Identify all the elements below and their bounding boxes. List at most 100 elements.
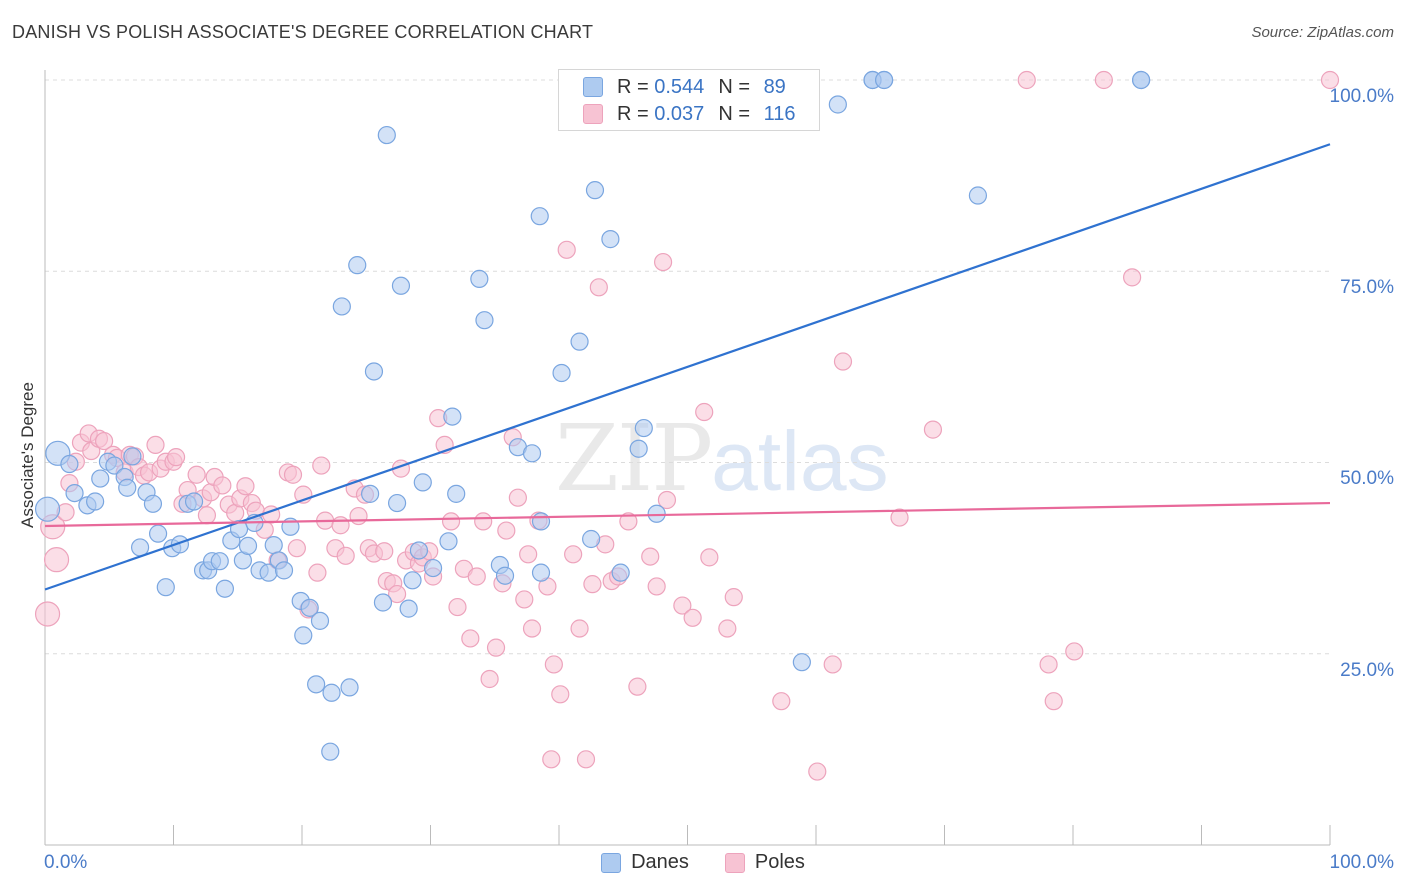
- poles-point-112: [808, 762, 827, 781]
- legend-item-danes[interactable]: Danes: [601, 851, 689, 874]
- danes-point-67: [530, 207, 549, 226]
- poles-point-81: [508, 488, 527, 507]
- danes-n-value: 89: [763, 75, 786, 98]
- danes-point-58: [439, 532, 458, 551]
- poles-point-111: [772, 692, 791, 711]
- danes-point-66: [522, 444, 542, 463]
- danes-point-43: [322, 683, 341, 702]
- poles-point-71: [448, 597, 467, 617]
- danes-point-35: [274, 561, 294, 580]
- poles-point-82: [515, 590, 534, 609]
- poles-point-107: [695, 402, 714, 422]
- watermark-zip: ZIP: [555, 405, 713, 512]
- poles-point-106: [683, 608, 702, 627]
- poles-point-26: [187, 465, 206, 484]
- danes-point-48: [364, 362, 384, 381]
- poles-point-123: [1320, 70, 1340, 90]
- danes-point-16: [156, 578, 175, 597]
- poles-legend-swatch: [724, 852, 745, 873]
- y-axis-label: Associate's Degree: [18, 382, 37, 528]
- poles-point-104: [657, 490, 677, 510]
- poles-point-102: [647, 577, 666, 596]
- watermark-atlas: atlas: [711, 414, 889, 508]
- danes-point-41: [310, 611, 330, 630]
- danes-point-44: [332, 297, 351, 316]
- poles-n-value: 116: [763, 102, 796, 125]
- watermark: ZIPatlas: [555, 405, 889, 512]
- poles-point-28: [197, 506, 217, 525]
- danes-point-59: [443, 407, 462, 426]
- danes-n-label: N =: [718, 75, 750, 98]
- poles-point-47: [312, 456, 331, 475]
- poles-point-19: [146, 435, 165, 455]
- danes-point-53: [399, 599, 418, 618]
- danes-points: [34, 70, 1151, 761]
- poles-point-23: [166, 448, 186, 467]
- poles-points: [34, 70, 1340, 781]
- danes-point-70: [552, 363, 571, 383]
- danes-point-68: [531, 512, 551, 531]
- poles-point-74: [467, 567, 486, 586]
- poles-point-31: [213, 476, 232, 495]
- danes-point-10: [118, 478, 137, 497]
- poles-point-101: [641, 547, 660, 566]
- danes-point-38: [294, 626, 313, 645]
- danes-point-2: [60, 454, 79, 474]
- danes-point-33: [264, 536, 283, 555]
- danes-point-69: [531, 563, 551, 582]
- danes-swatch: [583, 77, 603, 97]
- poles-point-53: [349, 506, 368, 526]
- x-tick-0: 0.0%: [44, 852, 88, 873]
- danes-point-55: [409, 541, 429, 560]
- danes-point-52: [391, 276, 411, 295]
- poles-r-value: 0.037: [654, 102, 705, 125]
- danes-point-6: [91, 469, 110, 488]
- danes-point-54: [403, 571, 422, 590]
- poles-n-label: N =: [718, 102, 750, 125]
- danes-point-40: [307, 675, 326, 694]
- danes-r-label: R =: [617, 75, 649, 98]
- poles-point-83: [519, 545, 538, 564]
- danes-r-value: 0.544: [654, 75, 705, 98]
- poles-point-50: [331, 516, 350, 535]
- y-tick-25: 25.0%: [1340, 660, 1394, 681]
- danes-point-45: [340, 678, 359, 697]
- poles-point-89: [542, 750, 561, 769]
- axes: [44, 70, 1331, 846]
- danes-point-5: [86, 492, 105, 511]
- poles-point-120: [1017, 70, 1036, 90]
- poles-point-57: [375, 542, 394, 561]
- danes-point-3: [65, 484, 84, 503]
- poles-point-70: [441, 512, 461, 531]
- danes-point-62: [475, 311, 494, 330]
- poles-point-42: [283, 465, 303, 484]
- danes-point-60: [447, 484, 466, 503]
- x-tick-100: 100.0%: [1329, 852, 1394, 873]
- danes-point-11: [123, 447, 142, 466]
- poles-point-10: [95, 431, 114, 451]
- poles-r-label: R =: [617, 102, 649, 125]
- poles-trendline: [44, 501, 1331, 528]
- chart-title: DANISH VS POLISH ASSOCIATE'S DEGREE CORR…: [12, 22, 594, 42]
- poles-point-117: [1039, 655, 1058, 674]
- series-legend: Danes Poles: [0, 851, 1406, 874]
- danes-point-14: [143, 494, 163, 513]
- poles-point-108: [700, 548, 719, 567]
- poles-point-99: [619, 512, 638, 531]
- danes-point-0: [34, 496, 61, 522]
- danes-legend-swatch: [601, 852, 622, 873]
- danes-point-84: [968, 186, 988, 205]
- danes-point-8: [105, 456, 124, 475]
- poles-point-90: [557, 240, 576, 259]
- poles-point-93: [576, 750, 596, 769]
- danes-point-42: [321, 742, 340, 761]
- danes-point-20: [184, 492, 204, 511]
- stats-legend: R = 0.544 N = 89 R = 0.037 N = 116: [558, 69, 820, 131]
- trend-lines: [44, 143, 1331, 591]
- danes-point-46: [348, 256, 367, 275]
- danes-trendline: [44, 143, 1331, 591]
- legend-row-danes: R = 0.544 N = 89: [583, 74, 786, 100]
- legend-item-poles[interactable]: Poles: [724, 851, 805, 874]
- danes-point-24: [210, 552, 229, 571]
